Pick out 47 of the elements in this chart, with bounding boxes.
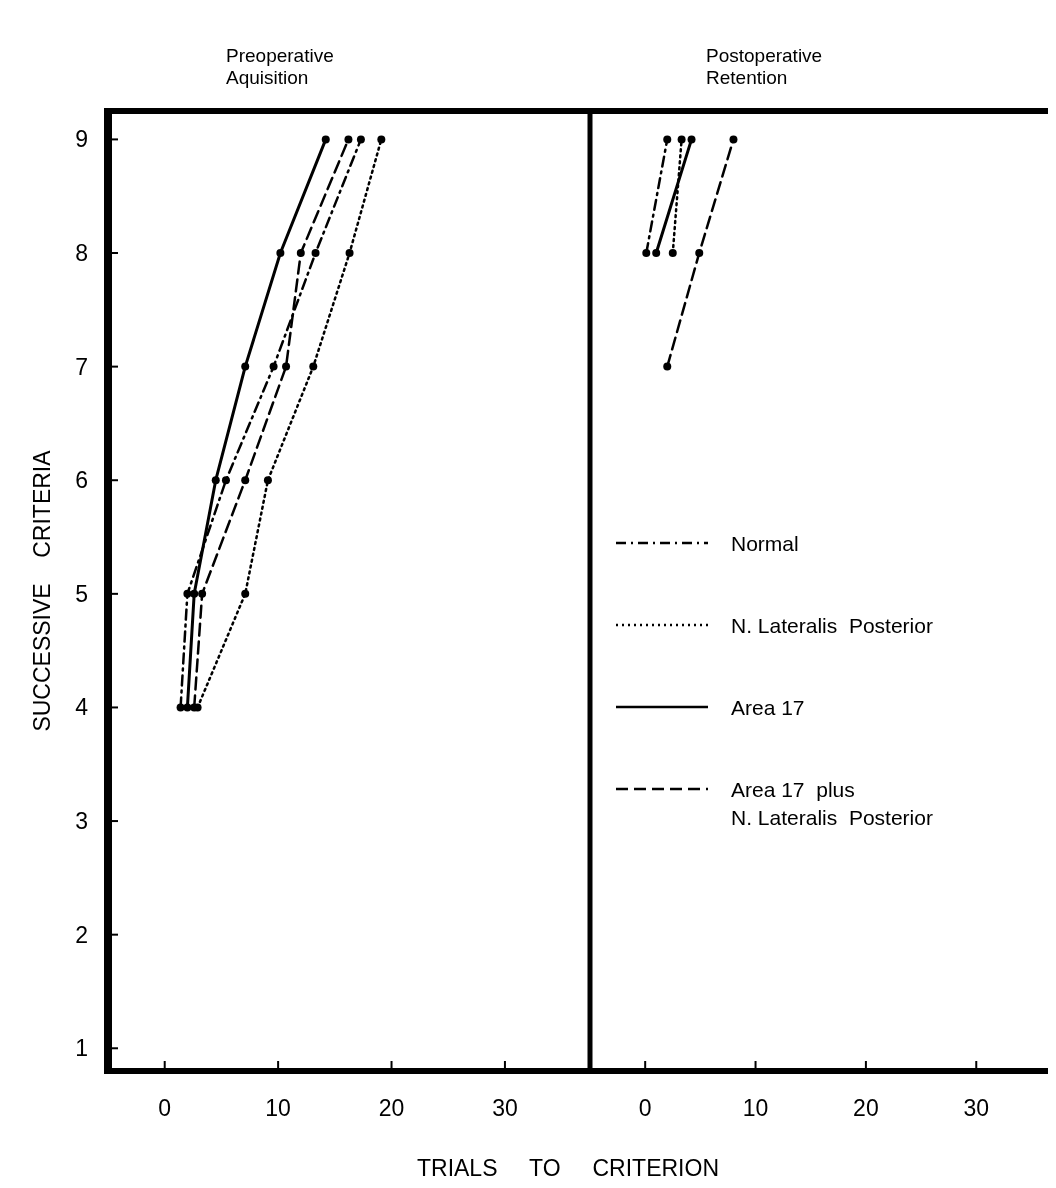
x-tick-label: 20 (853, 1095, 879, 1121)
x-tick-label: 0 (158, 1095, 172, 1121)
point (296, 249, 305, 258)
point (211, 476, 220, 485)
point (176, 703, 185, 712)
y-tick-label: 3 (75, 808, 88, 835)
x-tick-label: 0 (638, 1095, 652, 1121)
y-tick-label: 9 (75, 126, 88, 153)
y-tick-label: 2 (75, 921, 88, 948)
y-axis-title: SUCCESSIVE CRITERIA (29, 449, 55, 732)
point (269, 362, 278, 371)
y-tick-label: 7 (75, 353, 88, 380)
point (263, 476, 272, 485)
y-tick-label: 4 (75, 694, 89, 721)
point (309, 362, 318, 371)
y-tick-label: 6 (75, 467, 88, 494)
chart-title: Preoperative Aquisition (226, 45, 334, 88)
x-tick-label: 30 (963, 1095, 990, 1121)
x-tick-label: 30 (492, 1095, 518, 1121)
point (311, 249, 320, 258)
legend-label: Area 17 (731, 696, 805, 719)
point (282, 362, 291, 371)
y-tick-label: 5 (75, 580, 88, 607)
point (321, 135, 330, 144)
point (241, 362, 250, 371)
x-tick-label: 10 (265, 1095, 291, 1121)
point (183, 703, 192, 712)
x-tick-label: 20 (378, 1095, 405, 1121)
x-tick-label: 10 (742, 1095, 769, 1121)
point (345, 249, 354, 258)
y-tick-label: 1 (75, 1035, 88, 1062)
y-tick-label: 8 (75, 240, 88, 267)
point (241, 589, 250, 598)
point (344, 135, 353, 144)
point (377, 135, 386, 144)
legend-label: N. Lateralis Posterior (731, 614, 933, 637)
chart-title: Postoperative Retention (706, 45, 823, 88)
point (241, 476, 250, 485)
point (183, 589, 192, 598)
point (221, 476, 230, 485)
legend-label: Area 17 plus N. Lateralis Posterior (731, 778, 933, 829)
x-axis-title: TRIALS TO CRITERION (416, 1155, 720, 1181)
point (190, 589, 199, 598)
point (198, 589, 207, 598)
legend-label: Normal (731, 532, 799, 555)
point (276, 249, 285, 258)
point (356, 135, 365, 144)
